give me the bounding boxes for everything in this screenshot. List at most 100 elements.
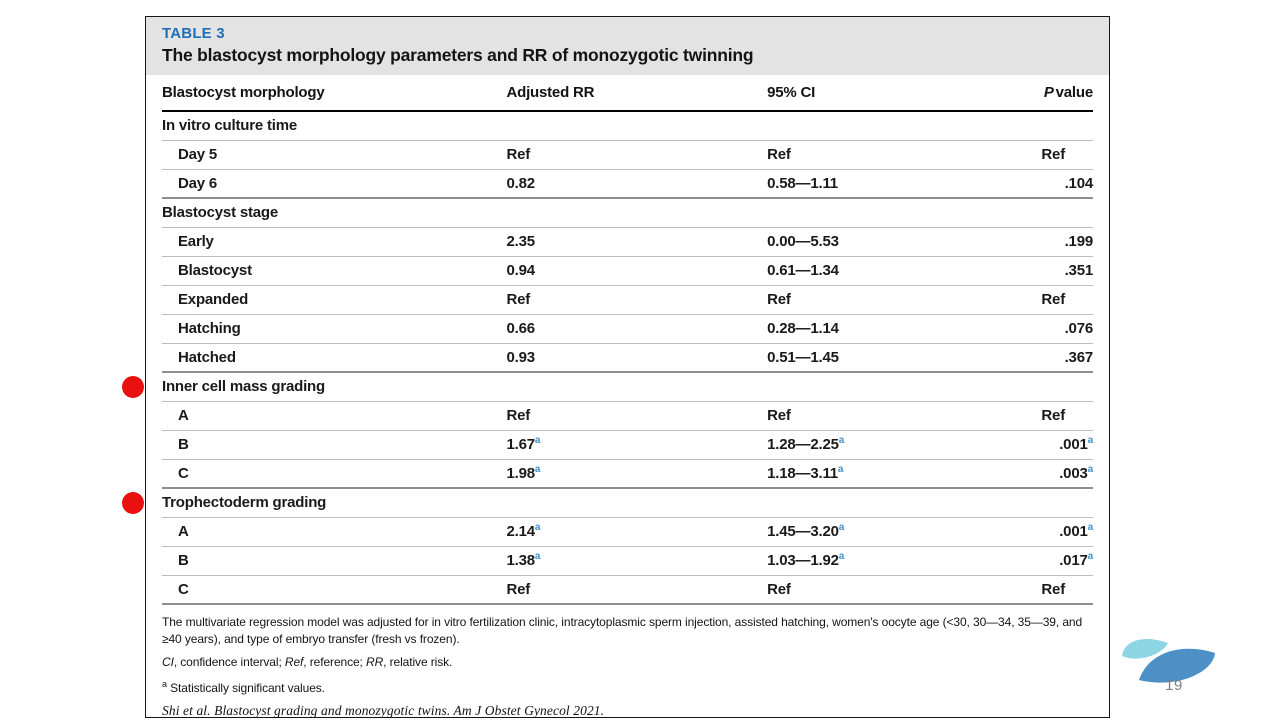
cell-morphology: Day 6 — [162, 168, 507, 198]
cell-ci: Ref — [767, 400, 991, 430]
table-card: TABLE 3 The blastocyst morphology parame… — [145, 16, 1110, 718]
cell-ci: Ref — [767, 284, 991, 314]
cell-adjusted-rr: 1.38a — [506, 545, 768, 575]
section-header-row: Trophectoderm grading — [162, 487, 1093, 517]
page-number: 19 — [1165, 677, 1183, 694]
cell-adjusted-rr: Ref — [506, 284, 768, 314]
footnote-abbreviations: CI, confidence interval; Ref, reference;… — [162, 654, 1093, 671]
cell-p-value: .199 — [990, 226, 1093, 256]
cell-ci: 1.45—3.20a — [767, 516, 991, 546]
abbreviation-segment: , reference; — [303, 655, 367, 670]
col-header-ci: 95% CI — [767, 75, 991, 112]
cell-adjusted-rr: 0.94 — [506, 255, 768, 285]
footnotes: The multivariate regression model was ad… — [162, 614, 1093, 719]
cell-p-value: .104 — [990, 168, 1093, 198]
table-row: Day 5 Ref Ref Ref — [162, 139, 1093, 169]
cell-p-value: .003a — [990, 458, 1094, 488]
significance-superscript: a — [534, 551, 541, 562]
table-body: In vitro culture time Day 5 Ref Ref Ref Day 6… — [162, 111, 1094, 605]
table-label: TABLE 3 — [162, 25, 225, 42]
table-row: Early 2.35 0.00—5.53.199 — [162, 226, 1093, 256]
section-header-row: Inner cell mass grading — [162, 371, 1093, 401]
table-wrapper: Blastocyst morphology Adjusted RR 95% CI… — [162, 75, 1093, 605]
leaf-small-icon — [1122, 639, 1168, 659]
abbreviation-segment: , confidence interval; — [173, 655, 285, 670]
table-row: Blastocyst 0.94 0.61—1.34.351 — [162, 255, 1093, 285]
significance-superscript: a — [838, 551, 845, 562]
abbreviation-segment: Ref — [284, 655, 304, 670]
cell-ci: 0.00—5.53 — [767, 226, 991, 256]
significance-superscript: a — [534, 435, 541, 446]
table-row: Expanded Ref Ref Ref — [162, 284, 1093, 314]
cell-morphology: B — [162, 545, 507, 575]
journal-leaf-logo — [1122, 639, 1215, 683]
cell-morphology: C — [162, 574, 507, 605]
cell-ci: 1.18—3.11a — [767, 458, 991, 488]
cell-ci: 1.28—2.25a — [767, 429, 991, 459]
cell-ci: 0.51—1.45 — [767, 342, 991, 372]
cell-adjusted-rr: 1.67a — [506, 429, 768, 459]
significance-superscript: a — [1087, 551, 1094, 562]
table-row: B 1.38a 1.03—1.92a .017a — [162, 545, 1094, 575]
table-row: A 2.14a 1.45—3.20a .001a — [162, 516, 1094, 546]
morphology-table: Blastocyst morphology Adjusted RR 95% CI… — [162, 75, 1093, 605]
cell-ci: 0.28—1.14 — [767, 313, 991, 343]
cell-p-value: Ref — [990, 139, 1093, 169]
section-header-label: Blastocyst stage — [162, 197, 1093, 227]
cell-morphology: Expanded — [162, 284, 507, 314]
section-header-row: Blastocyst stage — [162, 197, 1093, 227]
cell-p-value: .001a — [990, 429, 1094, 459]
cell-adjusted-rr: Ref — [506, 400, 768, 430]
significance-superscript: a — [1087, 522, 1094, 533]
significance-superscript: a — [1087, 435, 1094, 446]
cell-adjusted-rr: 2.14a — [506, 516, 768, 546]
footnote-adjustment: The multivariate regression model was ad… — [162, 615, 1083, 646]
cell-adjusted-rr: 1.98a — [506, 458, 768, 488]
table-title-band: TABLE 3 The blastocyst morphology parame… — [146, 17, 1109, 75]
cell-p-value: .351 — [990, 255, 1093, 285]
red-marker-dot — [122, 491, 144, 514]
table-row: A Ref Ref Ref — [162, 400, 1093, 430]
section-header-label: In vitro culture time — [162, 117, 297, 135]
section-header-label: Inner cell mass grading — [162, 371, 1093, 401]
cell-adjusted-rr: 0.82 — [506, 168, 768, 198]
cell-p-value: .001a — [990, 516, 1094, 546]
cell-morphology: B — [162, 429, 507, 459]
cell-p-value: Ref — [990, 400, 1093, 430]
section-header-row: In vitro culture time — [162, 111, 1093, 140]
cell-ci: 1.03—1.92a — [767, 545, 991, 575]
abbreviation-segment: RR — [366, 655, 384, 670]
abbreviation-segment: , relative risk. — [383, 655, 453, 670]
significance-superscript: a — [534, 463, 541, 475]
significance-superscript: a — [838, 522, 845, 533]
cell-p-value: Ref — [990, 574, 1093, 605]
significance-superscript: a — [1087, 463, 1094, 475]
cell-ci: 0.61—1.34 — [767, 255, 991, 285]
cell-p-value: .076 — [990, 313, 1093, 343]
table-row: C Ref Ref Ref — [162, 574, 1093, 605]
cell-ci: Ref — [767, 574, 991, 605]
column-header-row: Blastocyst morphology Adjusted RR 95% CI… — [162, 75, 1093, 112]
cell-morphology: Early — [162, 226, 507, 256]
significance-superscript: a — [837, 463, 844, 475]
cell-morphology: A — [162, 516, 507, 546]
cell-p-value: .017a — [990, 545, 1094, 575]
cell-adjusted-rr: 0.66 — [506, 313, 768, 343]
cell-p-value: .367 — [990, 342, 1093, 372]
table-row: Hatching 0.66 0.28—1.14.076 — [162, 313, 1093, 343]
table-title: The blastocyst morphology parameters and… — [162, 45, 754, 65]
cell-p-value: Ref — [990, 284, 1093, 314]
cell-adjusted-rr: Ref — [506, 139, 768, 169]
red-marker-dot — [122, 375, 144, 398]
significance-superscript: a — [838, 435, 845, 446]
col-header-adjusted-rr: Adjusted RR — [506, 75, 768, 112]
cell-adjusted-rr: 0.93 — [506, 342, 768, 372]
table-row: C 1.98a 1.18—3.11a .003a — [162, 458, 1094, 488]
cell-ci: Ref — [767, 139, 991, 169]
cell-ci: 0.58—1.11 — [767, 168, 991, 198]
cell-morphology: A — [162, 400, 507, 430]
cell-morphology: Day 5 — [162, 139, 507, 169]
table-row: Hatched 0.93 0.51—1.45.367 — [162, 342, 1093, 372]
